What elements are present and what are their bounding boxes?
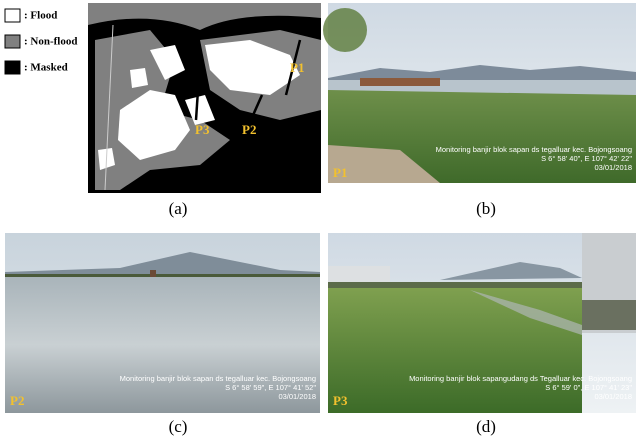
panel-letter: (a) <box>169 199 188 218</box>
photo-caption: Monitoring banjir blok sapan ds tegallua… <box>120 374 316 383</box>
photo-caption: 03/01/2018 <box>594 163 632 172</box>
legend-label: : Masked <box>24 62 68 74</box>
legend-label: : Flood <box>24 10 57 22</box>
photo: Monitoring banjir blok sapangudang ds Te… <box>328 233 636 413</box>
figure: : Flood : Non-flood : Masked P1 P2 P3 (a… <box>0 0 637 439</box>
photo-caption: Monitoring banjir blok sapan ds tegallua… <box>436 145 632 154</box>
photo-caption: S 6° 58' 40", E 107° 42' 22" <box>541 154 632 163</box>
panel-letter: (c) <box>169 417 188 436</box>
photo-caption: S 6° 59' 0", E 107° 41' 23" <box>545 383 632 392</box>
photo-caption: 03/01/2018 <box>278 392 316 401</box>
legend-swatch <box>5 9 20 22</box>
photo-caption: 03/01/2018 <box>594 392 632 401</box>
panel-letter: (d) <box>476 417 496 436</box>
photo-caption: Monitoring banjir blok sapangudang ds Te… <box>409 374 632 383</box>
legend-swatch <box>5 61 20 74</box>
photo: Monitoring banjir blok sapan ds tegallua… <box>5 233 320 413</box>
legend-swatch <box>5 35 20 48</box>
photo-point-label: P1 <box>333 165 347 180</box>
map-point-label: P1 <box>290 60 304 75</box>
map-point-label: P2 <box>242 122 256 137</box>
photo-caption: S 6° 58' 59", E 107° 41' 52" <box>225 383 316 392</box>
photo: Monitoring banjir blok sapan ds tegallua… <box>323 3 636 183</box>
photo-point-label: P2 <box>10 393 24 408</box>
legend: : Flood : Non-flood : Masked <box>5 9 77 74</box>
panel-letter: (b) <box>476 199 496 218</box>
flood-map: P1 P2 P3 <box>88 3 321 193</box>
photo-point-label: P3 <box>333 393 348 408</box>
map-point-label: P3 <box>195 122 210 137</box>
legend-label: : Non-flood <box>24 36 77 48</box>
